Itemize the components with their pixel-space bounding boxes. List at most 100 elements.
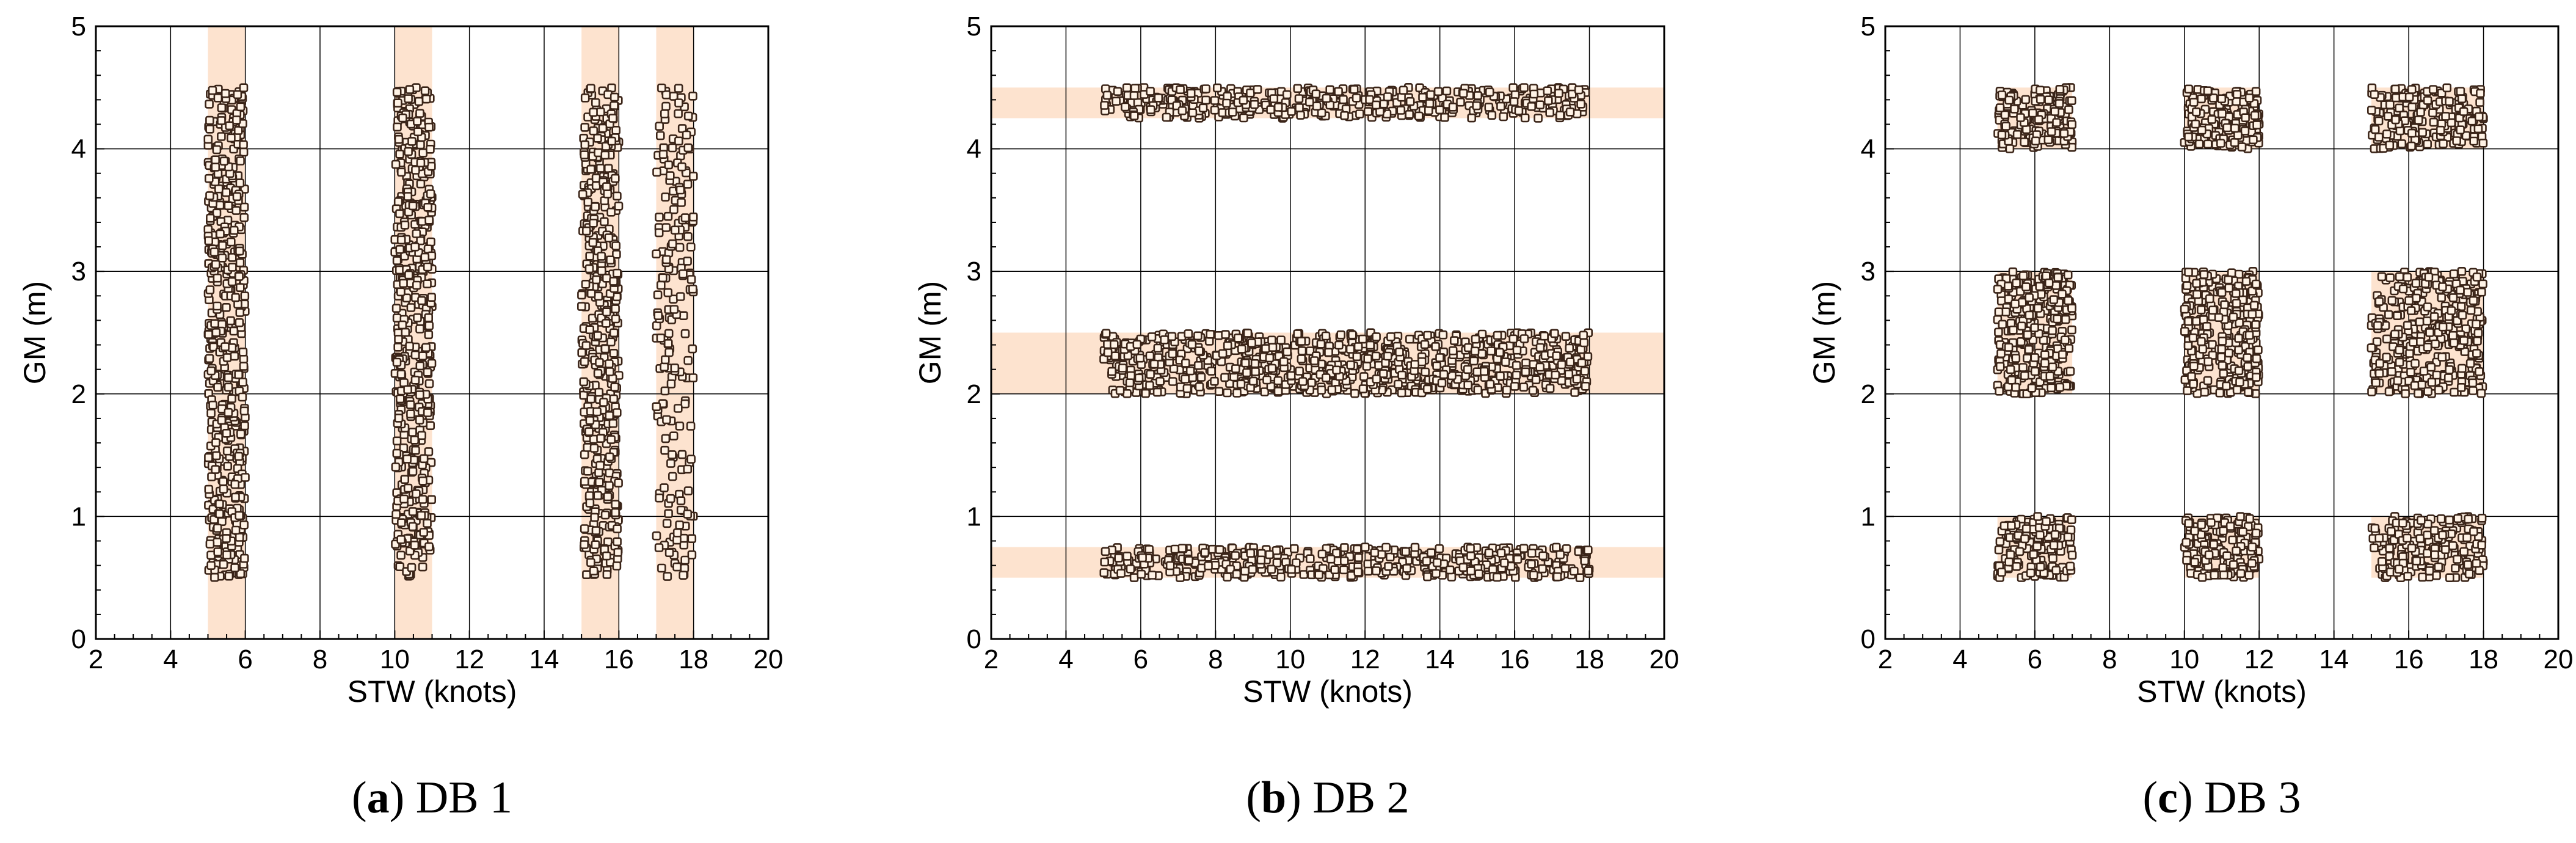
data-point: [406, 400, 415, 409]
data-point: [1438, 330, 1448, 340]
data-point: [603, 492, 613, 502]
data-point: [669, 205, 679, 214]
data-point: [394, 414, 404, 423]
data-point: [2418, 128, 2427, 137]
data-point: [683, 111, 693, 121]
data-point: [1195, 382, 1204, 392]
data-point: [597, 252, 606, 261]
data-point: [611, 304, 620, 313]
data-point: [1365, 95, 1374, 104]
data-point: [1458, 89, 1468, 98]
data-point: [2218, 361, 2227, 370]
data-point: [1298, 377, 1308, 386]
data-point: [241, 473, 250, 482]
data-point: [418, 351, 428, 361]
data-point: [1463, 380, 1472, 390]
data-point: [609, 348, 619, 358]
data-point: [672, 528, 682, 538]
data-point: [2048, 362, 2058, 372]
data-point: [236, 569, 246, 578]
data-point: [1115, 385, 1125, 395]
data-point: [1332, 365, 1341, 375]
data-point: [2474, 112, 2484, 122]
data-point: [2067, 120, 2076, 130]
data-point: [2187, 371, 2196, 381]
data-point: [395, 394, 405, 404]
data-point: [2456, 125, 2465, 134]
data-point: [664, 348, 674, 357]
data-point: [606, 207, 616, 217]
data-point: [396, 287, 406, 297]
data-point: [2203, 86, 2213, 95]
data-point: [1396, 106, 1406, 115]
data-point: [1340, 111, 1349, 120]
data-point: [662, 415, 671, 425]
data-point: [2024, 345, 2034, 354]
data-point: [227, 133, 236, 143]
data-point: [2054, 99, 2064, 108]
data-point: [421, 94, 431, 104]
data-point: [1170, 544, 1180, 554]
data-point: [1210, 96, 1220, 105]
data-point: [1496, 548, 1506, 558]
data-point: [231, 293, 241, 302]
data-point: [1162, 112, 1171, 122]
data-point: [1107, 367, 1116, 376]
data-point: [2048, 326, 2057, 335]
data-point: [2202, 321, 2211, 331]
data-point: [660, 483, 669, 492]
data-point: [217, 132, 226, 141]
data-point: [1554, 89, 1563, 98]
x-tick-label: 16: [604, 644, 634, 674]
data-point: [599, 398, 608, 407]
data-point: [2208, 305, 2218, 315]
data-point: [677, 450, 687, 459]
data-point: [2383, 112, 2393, 121]
data-point: [2414, 115, 2423, 125]
data-point: [427, 359, 437, 368]
data-point: [1322, 373, 1331, 382]
data-point: [1435, 353, 1444, 362]
data-point: [1118, 363, 1127, 373]
data-point: [608, 114, 617, 123]
data-point: [655, 122, 664, 131]
data-point: [675, 243, 685, 252]
x-tick-label: 6: [238, 644, 252, 674]
data-point: [2192, 316, 2201, 326]
x-tick-label: 20: [1650, 644, 1679, 674]
data-point: [1487, 111, 1497, 120]
data-point: [1346, 360, 1355, 370]
data-point: [1425, 99, 1435, 108]
data-point: [1100, 557, 1109, 567]
data-point: [1435, 105, 1444, 115]
data-point: [1339, 95, 1348, 104]
data-point: [1432, 569, 1441, 578]
data-point: [1325, 85, 1334, 95]
data-point: [1187, 340, 1197, 349]
data-point: [1535, 100, 1545, 109]
data-point: [1221, 330, 1230, 339]
data-point: [216, 229, 225, 239]
data-point: [1456, 97, 1465, 107]
data-point: [577, 302, 586, 311]
data-point: [2243, 362, 2252, 371]
data-point: [598, 123, 608, 133]
data-point: [614, 201, 624, 211]
data-point: [1397, 370, 1406, 380]
data-point: [1231, 364, 1240, 373]
data-point: [2249, 301, 2259, 310]
data-point: [2254, 345, 2263, 355]
data-point: [1576, 100, 1585, 109]
data-point: [211, 162, 220, 172]
data-point: [658, 273, 668, 283]
data-point: [1580, 367, 1590, 376]
data-point: [2044, 278, 2054, 288]
data-point: [613, 268, 622, 278]
data-point: [661, 355, 670, 365]
data-point: [395, 209, 404, 219]
x-tick-label: 4: [1058, 644, 1073, 674]
data-point: [609, 328, 619, 338]
data-point: [235, 178, 245, 188]
data-point: [611, 508, 620, 517]
